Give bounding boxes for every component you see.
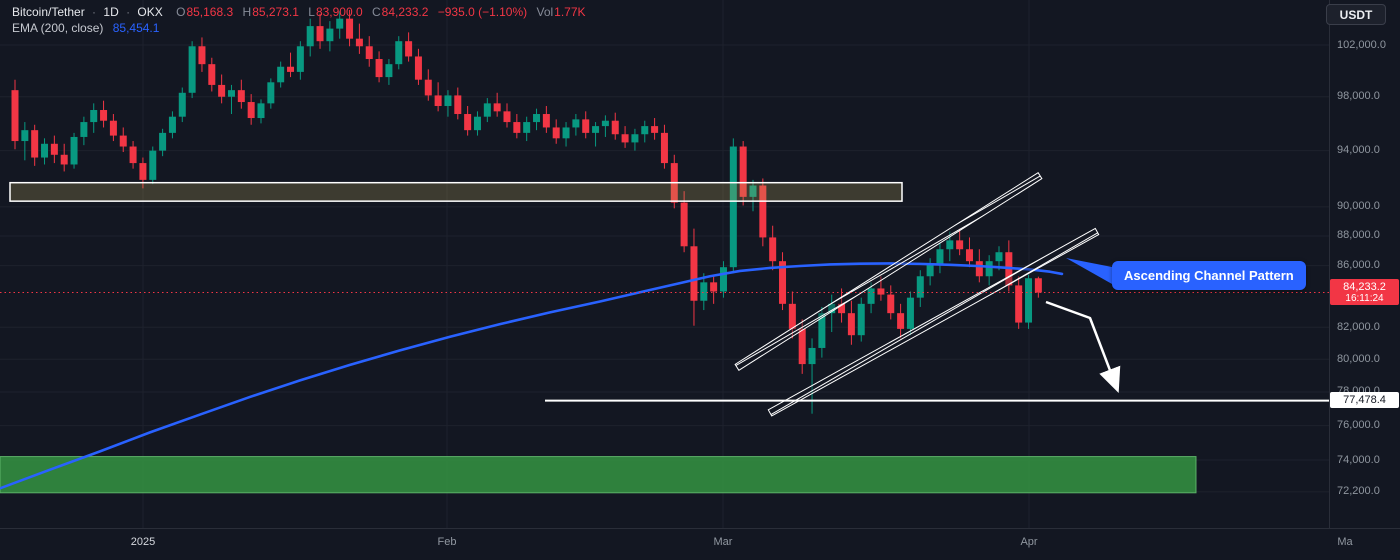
current-price-value: 84,233.2 [1343,280,1386,293]
volume-label: Vol [536,5,554,19]
time-axis[interactable]: 2025 Feb Mar Apr Ma [0,528,1400,560]
legend-separator: · [126,5,131,19]
price-tick-label: 72,200.0 [1337,485,1380,498]
price-tick-label: 74,000.0 [1337,453,1380,466]
current-price-badge: 84,233.2 16:11:24 [1330,278,1399,305]
timeframe-label[interactable]: 1D [103,5,119,19]
symbol-legend-row: Bitcoin/Tether · 1D · OKX O85,168.3 H85,… [12,5,586,20]
currency-toggle-button[interactable]: USDT [1326,4,1386,25]
time-tick-label: Apr [1020,536,1038,548]
ascending-channel-drawing[interactable] [734,172,1100,417]
indicator-value: 85,454.1 [112,21,160,35]
price-tick-label: 98,000.0 [1337,90,1380,103]
support-zone-drawing[interactable] [0,456,1197,494]
price-tick-label: 82,000.0 [1337,320,1380,333]
low-label: L [308,5,315,19]
chart-canvas[interactable] [0,0,1329,528]
time-tick-label: Mar [713,536,733,548]
time-tick-label: Feb [437,536,457,548]
price-tick-label: 76,000.0 [1337,419,1380,432]
open-label: O [176,5,186,19]
legend: Bitcoin/Tether · 1D · OKX O85,168.3 H85,… [12,5,586,36]
volume-value: 1.77K [554,5,586,19]
open-value: 85,168.3 [186,5,234,19]
candle-countdown: 16:11:24 [1345,292,1384,304]
exchange-label: OKX [137,5,163,19]
down-arrow-drawing[interactable] [1045,300,1121,394]
price-tick-label: 80,000.0 [1337,352,1380,365]
price-tick-label: 102,000.0 [1337,38,1386,51]
callout-pointer [1066,258,1112,284]
price-tick-label: 90,000.0 [1337,200,1380,213]
time-tick-label: Ma [1337,536,1353,548]
price-tick-label: 86,000.0 [1337,259,1380,272]
price-tick-label: 94,000.0 [1337,144,1380,157]
indicator-legend-row: EMA (200, close) 85,454.1 [12,21,586,36]
indicator-title[interactable]: EMA (200, close) [12,21,104,35]
price-tick-label: 88,000.0 [1337,229,1380,242]
legend-separator: · [92,5,97,19]
price-axis[interactable]: 84,233.2 16:11:24 77,478.4 102,000.0 98,0… [1329,0,1400,528]
level-price-badge: 77,478.4 [1330,391,1399,408]
ema-line [0,262,1064,490]
low-value: 83,900.0 [315,5,363,19]
candlestick-series [11,9,1042,414]
close-label: C [372,5,381,19]
change-value: −935.0 (−1.10%) [437,5,528,19]
channel-callout-label[interactable]: Ascending Channel Pattern [1112,261,1306,290]
symbol-title[interactable]: Bitcoin/Tether [12,5,85,19]
time-tick-label: 2025 [130,536,156,548]
close-value: 84,233.2 [381,5,429,19]
high-label: H [242,5,252,19]
high-value: 85,273.1 [252,5,299,19]
resistance-zone-drawing[interactable] [9,181,903,202]
